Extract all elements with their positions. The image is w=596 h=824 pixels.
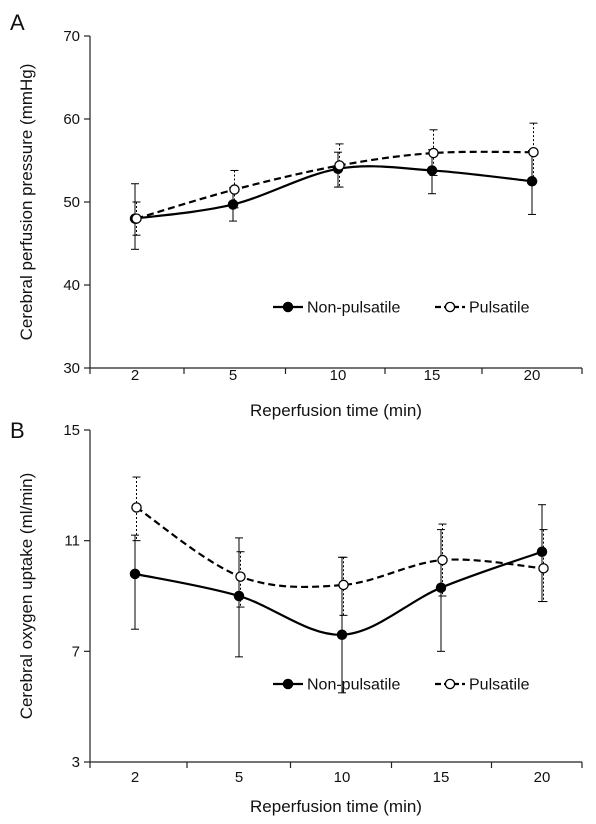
legend-label: Pulsatile [469,300,530,317]
pulsatile-point [538,563,549,574]
y-tick-label: 70 [63,28,80,45]
non-pulsatile-line [134,165,533,220]
open-circle-icon [444,301,456,313]
panel-a-letter: A [10,10,25,35]
y-tick-label: 11 [64,533,80,550]
x-tick-label: 2 [131,769,139,786]
open-circle-icon [444,678,456,690]
x-tick-label: 10 [330,367,347,384]
non-pulsatile-point [129,568,141,580]
panel-b: B 3 7 11 15 2 5 10 15 20 Reperfusion time (min) Ce… [10,418,583,816]
x-tick-label: 20 [534,769,551,786]
panel-a: A 30 40 50 60 70 2 5 10 15 20 Reperfusion time (mi… [10,10,583,420]
pulsatile-line [135,506,544,589]
panel-b-letter: B [10,418,25,443]
x-tick-label: 5 [235,769,243,786]
pulsatile-point [338,579,349,591]
legend-label: Pulsatile [469,677,530,694]
filled-circle-icon [282,678,294,690]
non-pulsatile-point [227,199,239,210]
y-tick-label: 30 [63,360,80,377]
non-pulsatile-point [233,590,245,602]
non-pulsatile-line [134,550,543,636]
non-pulsatile-point [435,582,447,593]
y-axis-title: Cerebral oxygen uptake (ml/min) [17,473,36,720]
y-tick-label: 60 [63,111,80,128]
pulsatile-point [437,554,448,566]
x-tick-label: 2 [131,367,139,384]
x-tick-label: 15 [433,769,450,786]
legend-label: Non-pulsatile [307,300,400,317]
legend-label: Non-pulsatile [307,677,400,694]
x-tick-label: 20 [524,367,541,384]
filled-circle-icon [282,301,294,313]
x-axis-title: Reperfusion time (min) [250,401,422,420]
pulsatile-point [131,213,142,224]
pulsatile-point [235,571,246,582]
non-pulsatile-point [426,165,438,176]
legend: Non-pulsatile Pulsatile [273,300,530,317]
y-tick-label: 15 [63,422,80,439]
x-tick-label: 15 [424,367,441,384]
pulsatile-point [528,146,539,158]
x-tick-label: 5 [229,367,237,384]
y-tick-label: 7 [72,643,80,660]
x-tick-label: 10 [334,769,351,786]
x-axis-title: Reperfusion time (min) [250,797,422,816]
y-tick-label: 40 [63,277,80,294]
y-axis-title: Cerebral perfusion pressure (mmHg) [17,64,36,341]
y-tick-label: 50 [63,194,80,211]
pulsatile-point [428,147,439,159]
non-pulsatile-point [336,629,348,640]
pulsatile-line [136,150,534,220]
pulsatile-point [131,502,142,513]
pulsatile-point [229,184,240,195]
legend: Non-pulsatile Pulsatile [273,677,530,694]
non-pulsatile-point [536,546,548,557]
pulsatile-point [334,160,345,171]
y-tick-label: 3 [72,754,80,771]
